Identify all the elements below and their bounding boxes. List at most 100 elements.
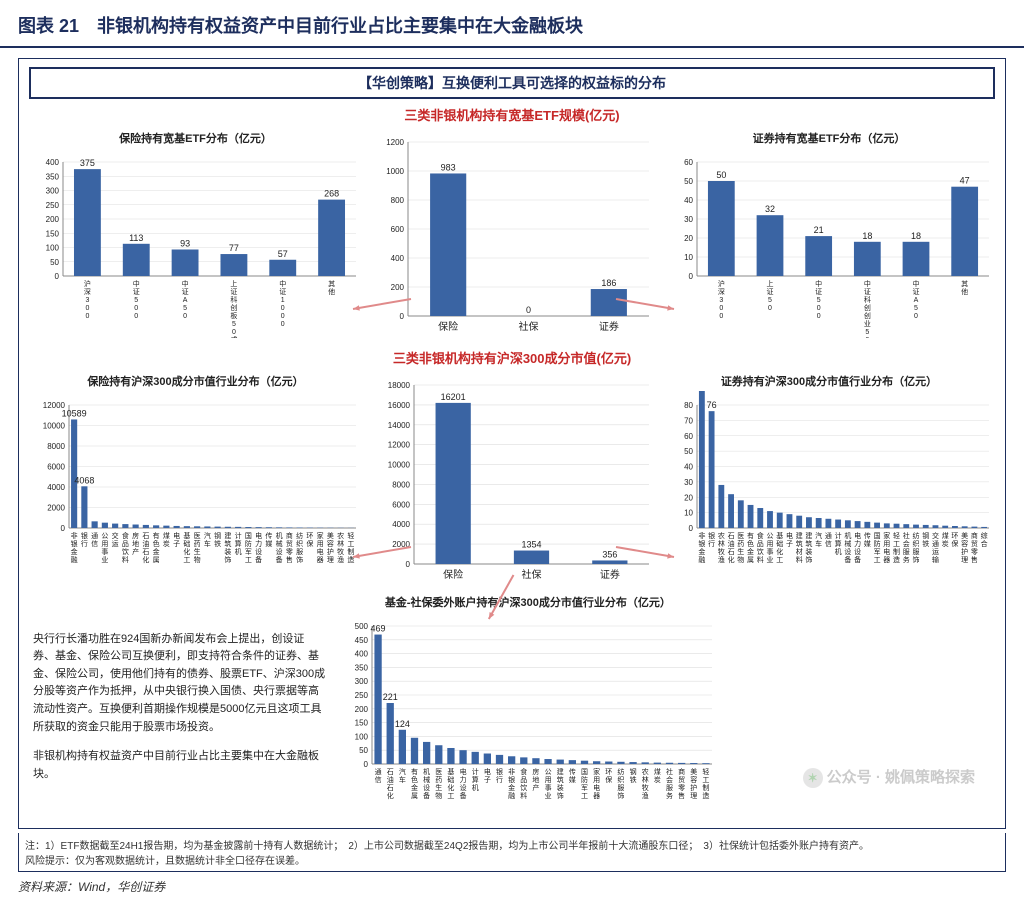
svg-text:有色金属: 有色金属	[747, 531, 754, 564]
svg-text:上证50: 上证50	[767, 279, 774, 312]
chart6: 01020304050607080173非银金融76银行农林牧渔石油石化医药生物…	[663, 391, 995, 586]
svg-text:356: 356	[602, 549, 617, 559]
svg-text:证券: 证券	[599, 320, 619, 333]
svg-text:社保: 社保	[519, 320, 539, 333]
row1-title: 三类非银机构持有宽基ETF规模(亿元)	[29, 105, 995, 124]
row2-title: 三类非银机构持有沪深300成分市值(亿元)	[29, 348, 995, 367]
svg-text:30: 30	[684, 215, 693, 224]
svg-text:50: 50	[684, 177, 693, 186]
chart6-title: 证券持有沪深300成分市值行业分布（亿元）	[663, 373, 995, 389]
chart3-title: 证券持有宽基ETF分布（亿元）	[663, 130, 995, 146]
svg-text:200: 200	[354, 705, 368, 714]
svg-text:250: 250	[354, 691, 368, 700]
svg-text:石油石化: 石油石化	[728, 532, 735, 564]
svg-text:沪深300: 沪深300	[718, 279, 725, 320]
chart3: 010203040506050沪深30032上证5021中证50018中证科创创…	[663, 148, 995, 338]
svg-text:250: 250	[46, 201, 60, 210]
panel-banner: 【华创策略】互换便利工具可选择的权益标的分布	[29, 67, 995, 99]
svg-text:20: 20	[684, 493, 693, 502]
svg-text:轻工制造: 轻工制造	[893, 531, 900, 564]
svg-text:4000: 4000	[47, 483, 65, 492]
svg-text:221: 221	[383, 692, 398, 702]
svg-text:银行: 银行	[81, 531, 88, 548]
svg-text:商贸零售: 商贸零售	[971, 531, 978, 564]
svg-text:计算机: 计算机	[835, 531, 842, 556]
svg-text:1000: 1000	[386, 167, 404, 176]
svg-text:93: 93	[180, 238, 190, 248]
svg-text:国防军工: 国防军工	[581, 768, 588, 800]
svg-text:银行: 银行	[496, 767, 503, 784]
svg-text:基础化工: 基础化工	[183, 531, 190, 564]
svg-text:中证科创创业50: 中证科创创业50	[864, 279, 871, 338]
svg-text:房地产: 房地产	[532, 767, 539, 792]
chart4: 02000400060008000100001200010589非银金融4068…	[29, 391, 362, 586]
svg-text:113: 113	[129, 233, 143, 243]
svg-text:60: 60	[684, 158, 693, 167]
svg-text:公用事业: 公用事业	[101, 532, 108, 564]
svg-text:800: 800	[391, 196, 405, 205]
svg-text:纺织服饰: 纺织服饰	[617, 767, 624, 800]
svg-text:10589: 10589	[62, 408, 87, 418]
chart7-title: 基金-社保委外账户持有沪深300成分市值行业分布（亿元）	[338, 594, 718, 610]
svg-text:12000: 12000	[388, 441, 411, 450]
svg-text:钢铁: 钢铁	[629, 767, 636, 784]
svg-text:400: 400	[391, 254, 405, 263]
svg-text:环保: 环保	[605, 768, 612, 784]
svg-text:综合: 综合	[981, 531, 988, 548]
svg-text:6000: 6000	[47, 463, 65, 472]
svg-text:中证500: 中证500	[815, 279, 822, 320]
svg-text:70: 70	[684, 416, 693, 425]
page-title: 图表 21 非银机构持有权益资产中目前行业占比主要集中在大金融板块	[0, 0, 1024, 48]
svg-text:200: 200	[46, 215, 60, 224]
svg-text:57: 57	[278, 249, 288, 259]
svg-text:100: 100	[354, 732, 368, 741]
svg-text:8000: 8000	[47, 442, 65, 451]
svg-text:1200: 1200	[386, 138, 404, 147]
source: 资料来源：Wind，华创证券	[0, 872, 1024, 905]
svg-text:10: 10	[684, 253, 693, 262]
svg-text:石油石化: 石油石化	[142, 532, 149, 564]
svg-text:50: 50	[50, 258, 59, 267]
svg-text:家用电器: 家用电器	[317, 531, 324, 564]
svg-text:1354: 1354	[521, 540, 541, 550]
svg-text:21: 21	[814, 225, 824, 235]
svg-text:美容护理: 美容护理	[961, 531, 968, 564]
svg-text:家用电器: 家用电器	[883, 531, 890, 564]
svg-text:机械设备: 机械设备	[423, 767, 430, 800]
svg-text:医药生物: 医药生物	[435, 768, 442, 800]
svg-text:汽车: 汽车	[399, 767, 406, 784]
svg-text:其他: 其他	[961, 280, 968, 296]
svg-text:石油石化: 石油石化	[387, 768, 394, 800]
svg-text:电子: 电子	[786, 531, 793, 548]
svg-text:0: 0	[55, 272, 60, 281]
svg-text:电力设备: 电力设备	[255, 531, 262, 564]
svg-text:电力设备: 电力设备	[854, 531, 861, 564]
svg-text:76: 76	[707, 400, 717, 410]
svg-text:非银金融: 非银金融	[508, 767, 515, 800]
svg-text:600: 600	[391, 225, 405, 234]
svg-text:证券: 证券	[600, 568, 620, 581]
svg-text:保险: 保险	[438, 320, 458, 333]
footnote: 注：1）ETF数据截至24H1报告期，均为基金披露前十持有人数据统计； 2）上市…	[18, 833, 1006, 872]
svg-text:4000: 4000	[392, 520, 410, 529]
svg-text:计算机: 计算机	[235, 531, 242, 556]
svg-text:0: 0	[400, 312, 405, 321]
svg-text:有色金属: 有色金属	[411, 767, 418, 800]
svg-text:0: 0	[406, 560, 411, 569]
svg-text:77: 77	[229, 243, 239, 253]
svg-text:纺织服饰: 纺织服饰	[913, 531, 920, 564]
svg-text:124: 124	[395, 719, 410, 729]
chart5: 0200040006000800010000120001400016000180…	[370, 371, 655, 586]
svg-text:煤炭: 煤炭	[654, 767, 661, 784]
svg-text:传媒: 传媒	[864, 531, 871, 548]
svg-text:家用电器: 家用电器	[593, 767, 600, 800]
svg-text:社会服务: 社会服务	[666, 767, 673, 800]
svg-text:计算机: 计算机	[472, 767, 479, 792]
svg-text:电子: 电子	[173, 531, 180, 548]
svg-text:32: 32	[765, 204, 775, 214]
svg-text:美容护理: 美容护理	[327, 531, 334, 564]
svg-text:建筑装饰: 建筑装饰	[224, 531, 231, 564]
svg-text:4068: 4068	[74, 475, 94, 485]
svg-text:农林牧渔: 农林牧渔	[337, 531, 344, 564]
svg-text:保险: 保险	[443, 568, 463, 581]
